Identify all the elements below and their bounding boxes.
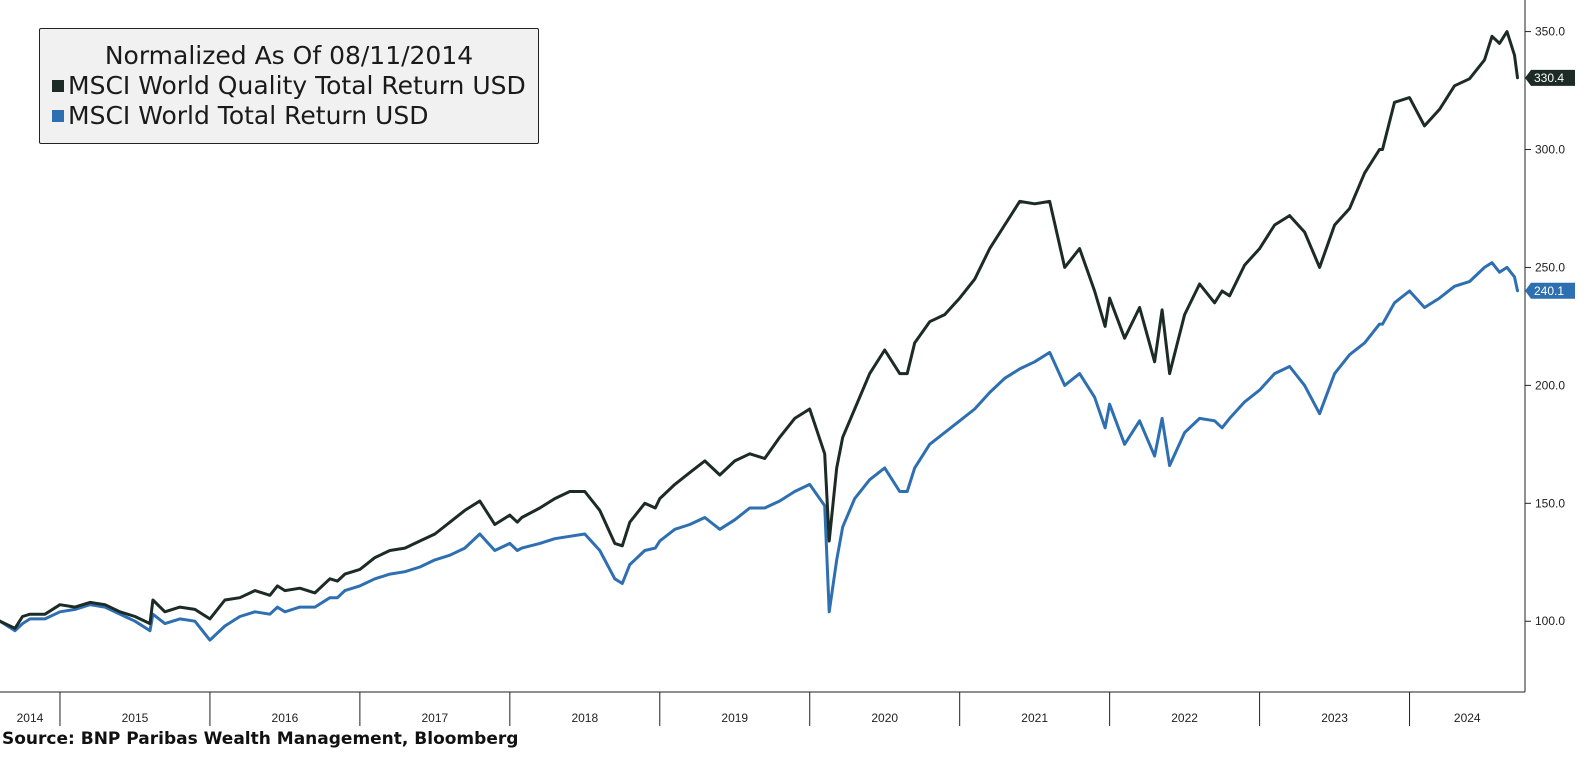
y-tick-label: 300.0 [1535, 143, 1565, 157]
x-tick-label: 2016 [272, 711, 299, 725]
y-tick-label: 150.0 [1535, 496, 1565, 510]
source-note: Source: BNP Paribas Wealth Management, B… [2, 729, 519, 749]
chart-title: Normalized As Of 08/11/2014 [104, 41, 474, 70]
x-axis: 2014 2015 2016 2017 2018 2019 2020 2021 2022 2023… [0, 691, 1525, 726]
x-tick-label: 2023 [1321, 711, 1348, 725]
y-tick-label: 350.0 [1535, 25, 1565, 39]
last-value-label: 330.4 [1534, 71, 1564, 85]
last-value-tag-world: 240.1 [1525, 282, 1575, 299]
legend-item-world: MSCI World Total Return USD [40, 101, 538, 131]
last-value-tag-quality: 330.4 [1525, 69, 1575, 86]
x-tick-label: 2021 [1021, 711, 1048, 725]
legend-swatch-world [52, 110, 64, 122]
x-tick-label: 2014 [17, 711, 44, 725]
y-tick-label: 250.0 [1535, 260, 1565, 274]
legend-label-world: MSCI World Total Return USD [68, 101, 429, 130]
legend-swatch-quality [52, 80, 64, 92]
last-value-tags: 330.4 240.1 [1525, 69, 1575, 299]
x-tick-label: 2020 [871, 711, 898, 725]
series-line-quality [0, 30, 1519, 630]
y-tick-label: 100.0 [1535, 614, 1565, 628]
x-tick-label: 2017 [422, 711, 449, 725]
series-line-world [0, 261, 1519, 642]
x-tick-label: 2015 [122, 711, 149, 725]
last-value-tag-shape [1525, 69, 1575, 86]
last-value-label: 240.1 [1534, 284, 1564, 298]
chart-legend: Normalized As Of 08/11/2014 MSCI World Q… [39, 28, 539, 144]
legend-label-quality: MSCI World Quality Total Return USD [68, 71, 526, 100]
series-layer [0, 30, 1519, 642]
x-tick-label: 2018 [571, 711, 598, 725]
x-tick-label: 2024 [1454, 711, 1481, 725]
last-value-tag-shape [1525, 282, 1575, 299]
y-axis: 100.0 150.0 200.0 250.0 300.0 350.0 [1524, 0, 1565, 692]
y-tick-label: 200.0 [1535, 378, 1565, 392]
x-tick-label: 2019 [721, 711, 748, 725]
legend-item-quality: MSCI World Quality Total Return USD [40, 71, 538, 101]
x-tick-label: 2022 [1171, 711, 1198, 725]
